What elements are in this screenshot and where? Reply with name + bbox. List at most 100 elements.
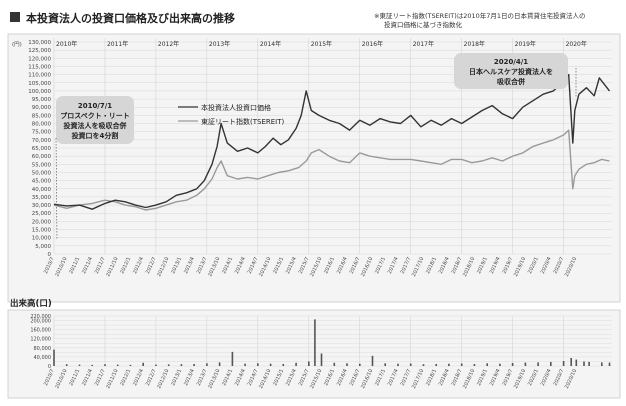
volume-bar (473, 364, 476, 366)
price-y-tick-label: 30,000 (32, 203, 52, 209)
annotation-2010-box (56, 96, 134, 144)
year-label: 2019年 (515, 40, 536, 48)
note-line-1: ※東証リート指数(TSEREIT)は2010年7月1日の日本賃貸住宅投資法人の (374, 11, 586, 20)
volume-title: 出来高(口) (10, 298, 52, 309)
year-label: 2017年 (413, 40, 434, 48)
volume-bar (524, 362, 527, 366)
volume-bar (333, 362, 336, 366)
year-label: 2011年 (107, 40, 128, 48)
annotation-2020-line-1: 2020/4/1 (494, 58, 528, 66)
price-y-tick-label: 10,000 (32, 236, 52, 242)
volume-bar (320, 353, 323, 366)
volume-y-tick-label: 120,000 (30, 337, 51, 343)
volume-bar (78, 364, 81, 366)
annotation-2010-line-4: 投資口を4分割 (72, 131, 119, 140)
volume-bar (53, 349, 55, 366)
volume-bar (193, 364, 195, 366)
volume-bar (231, 351, 234, 366)
volume-bar (346, 363, 348, 366)
volume-bar (116, 364, 119, 366)
year-label: 2012年 (158, 40, 179, 48)
price-y-axis-ticks: 0 5,000 10,000 15,000 20,000 25,000 30,000 35,0… (28, 40, 51, 258)
price-y-tick-label: 110,000 (28, 73, 51, 79)
chart-title: 本投資法人の投資口価格及び出来高の推移 (26, 11, 235, 25)
year-label: 2010年 (56, 40, 77, 48)
volume-bar (308, 361, 310, 366)
price-y-tick-label: 100,000 (28, 89, 51, 95)
price-y-tick-label: 55,000 (32, 162, 52, 168)
annotation-2010-line-3: 投資法人を吸収合併 (64, 121, 127, 130)
volume-bar (608, 362, 611, 366)
annotation-2020-line-2: 日本ヘルスケア投資法人を (469, 67, 553, 76)
volume-bar (448, 363, 450, 366)
price-y-tick-label: 90,000 (32, 105, 52, 111)
volume-bars (53, 319, 611, 366)
volume-bar (359, 363, 361, 366)
annotation-2020-line-3: 吸収合併 (497, 77, 525, 86)
year-label: 2014年 (260, 40, 281, 48)
volume-bar (460, 363, 463, 366)
volume-bar (397, 363, 399, 366)
annotation-2010-line-1: 2010/7/1 (78, 102, 112, 110)
price-y-tick-label: 45,000 (32, 179, 52, 185)
volume-bar (104, 364, 106, 366)
price-series-lines (53, 73, 611, 211)
volume-bar (550, 361, 552, 366)
price-y-unit: (円) (12, 41, 22, 48)
volume-bar (486, 363, 488, 366)
volume-y-tick-label: 80,000 (34, 346, 52, 352)
price-y-tick-label: 75,000 (32, 130, 52, 136)
volume-bar (282, 364, 285, 366)
annotation-2010-merger: 2010/7/1 プロスペクト・リート 投資法人を吸収合併 投資口を4分割 (55, 96, 134, 241)
price-y-tick-label: 115,000 (28, 64, 51, 70)
volume-bar (583, 361, 585, 366)
year-label: 2016年 (362, 40, 383, 48)
volume-bar (244, 363, 246, 366)
price-y-tick-label: 125,000 (28, 48, 51, 54)
volume-grid (53, 315, 612, 367)
price-y-tick-label: 80,000 (32, 122, 52, 128)
price-y-tick-label: 85,000 (32, 113, 52, 119)
volume-bar (314, 319, 316, 366)
volume-bar (409, 363, 412, 366)
price-y-tick-label: 130,000 (28, 40, 51, 46)
price-y-tick-label: 0 (48, 252, 52, 258)
volume-bar (435, 364, 437, 366)
price-y-tick-label: 70,000 (32, 138, 52, 144)
volume-bar (499, 363, 501, 366)
volume-y-tick-label: 220,000 (30, 314, 51, 320)
volume-bar (269, 363, 272, 366)
volume-bar (65, 364, 68, 366)
legend: 本投資法人投資口価格 東証リート指数(TSEREIT) (178, 103, 284, 126)
price-y-tick-label: 105,000 (28, 81, 51, 87)
volume-bar (575, 359, 578, 366)
volume-bar (129, 364, 132, 366)
volume-bar (537, 362, 539, 366)
volume-y-tick-label: 0 (48, 364, 51, 370)
volume-panel-background (7, 309, 621, 399)
reit-index-series-line (53, 129, 610, 211)
volume-y-tick-label: 160,000 (30, 328, 51, 334)
price-y-tick-label: 20,000 (32, 219, 52, 225)
volume-bar (142, 362, 144, 366)
volume-bar (257, 363, 259, 366)
price-y-tick-label: 60,000 (32, 154, 52, 160)
volume-bar (180, 364, 183, 366)
volume-bar (570, 358, 572, 366)
volume-bar (371, 355, 374, 366)
price-y-tick-label: 120,000 (28, 56, 51, 62)
note-line-2: 投資口価格に基づき指数化 (384, 20, 463, 29)
price-y-tick-label: 65,000 (32, 146, 52, 152)
price-y-tick-label: 40,000 (32, 187, 52, 193)
price-y-tick-label: 5,000 (35, 244, 51, 250)
year-labels: 2010年 2011年 2012年 2013年 2014年 2015年 2016年 2017年… (56, 40, 587, 48)
volume-bar (155, 364, 157, 366)
price-y-tick-label: 35,000 (32, 195, 52, 201)
annotation-2010-line-2: プロスペクト・リート (60, 111, 130, 120)
volume-bar (562, 361, 565, 366)
annotation-2020-merger: 2020/4/1 日本ヘルスケア投資法人を 吸収合併 (454, 53, 577, 97)
price-y-tick-label: 25,000 (32, 211, 52, 217)
title-square-marker (10, 12, 20, 22)
price-y-tick-label: 50,000 (32, 170, 52, 176)
